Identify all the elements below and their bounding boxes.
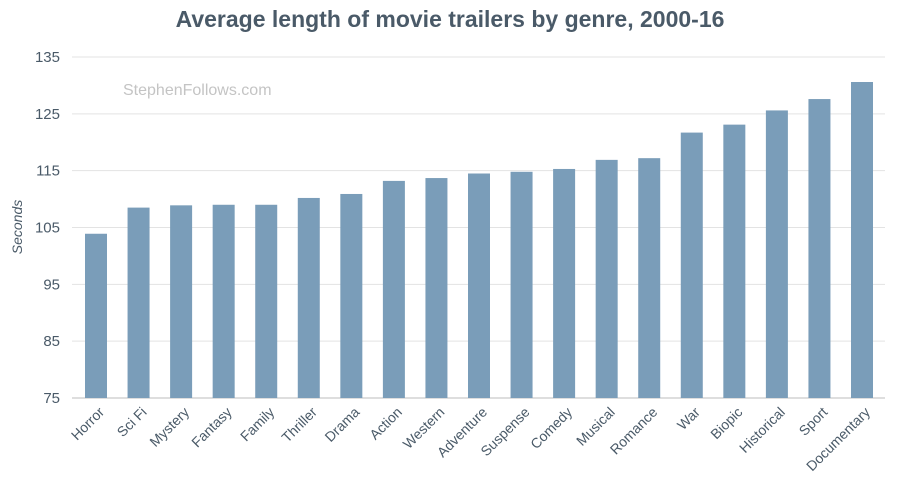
watermark: StephenFollows.com [123,82,272,99]
bar-drama [340,193,363,398]
bars [85,82,873,399]
y-tick-label: 75 [43,390,60,407]
bar-historical [765,110,788,398]
y-axis-label: Seconds [9,200,25,254]
y-tick-label: 135 [35,49,60,66]
x-tick-label: Sci Fi [114,404,150,440]
y-tick-label: 105 [35,220,60,237]
x-tick-label: Family [237,404,277,444]
y-tick-label: 125 [35,106,60,123]
bar-war [680,132,703,399]
bar-biopic [723,124,746,399]
bar-sci-fi [127,207,150,398]
bar-fantasy [212,204,235,398]
bar-horror [85,233,107,398]
bar-documentary [851,82,873,399]
x-tick-label: Mystery [146,404,192,450]
chart-title: Average length of movie trailers by genr… [175,6,725,32]
y-axis-ticks: 75 85 95 105 115 125 135 [35,49,60,407]
bar-musical [595,159,618,398]
bar-suspense [510,171,533,398]
x-tick-label: Romance [607,404,661,458]
bar-thriller [297,197,320,398]
bar-sport [808,99,831,398]
x-tick-label: War [674,404,703,433]
x-tick-label: Biopic [707,404,745,442]
bar-action [382,180,405,398]
bar-mystery [170,205,193,398]
bar-comedy [553,168,576,398]
bar-family [255,204,278,398]
x-tick-label: Action [366,404,405,443]
x-tick-label: Fantasy [188,404,235,451]
x-tick-label: Sport [796,404,831,439]
y-tick-label: 95 [43,276,60,293]
x-tick-label: Thriller [278,404,320,446]
x-tick-label: Comedy [527,404,575,452]
x-tick-label: Historical [736,404,788,456]
x-tick-label: Horror [68,404,108,444]
bar-western [425,178,448,398]
y-tick-label: 115 [36,163,60,180]
y-tick-label: 85 [43,333,60,350]
x-tick-label: Drama [321,404,362,445]
bar-adventure [468,173,490,398]
bar-romance [638,158,661,398]
